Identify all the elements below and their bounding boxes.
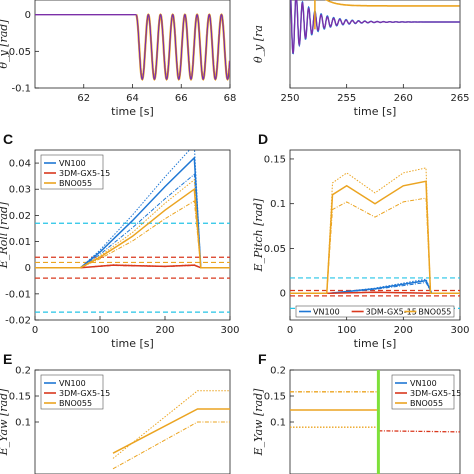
legend-entry: BNO055: [410, 399, 443, 408]
x-tick-label: 64: [126, 93, 139, 104]
x-axis-label: time [s]: [354, 105, 397, 118]
y-tick-label: 0.03: [9, 185, 31, 196]
panel-letter: D: [258, 131, 268, 147]
y-axis-label: E_Pitch [rad]: [252, 198, 265, 273]
axes-frame: [289, 0, 461, 89]
series-line-bno: [290, 180, 460, 294]
x-tick-label: 300: [450, 325, 469, 336]
x-tick-label: 200: [394, 325, 413, 336]
y-axis-label: E_Roll [rad]: [0, 201, 10, 269]
y-tick-label: 0.2: [15, 366, 31, 377]
y-tick-label: 0.1: [15, 418, 31, 429]
panel-D: 0 0.05 0.1 0.15 0 100 200 300 time [s] E_Pitch [r…: [252, 131, 470, 350]
plot-area: [290, 0, 460, 55]
series-line-bno: [112, 390, 230, 459]
x-tick-label: 0: [32, 325, 38, 336]
legend-entry: 3DM-GX5-15: [410, 389, 461, 398]
legend-entry: BNO055: [59, 399, 92, 408]
plot-area: [35, 150, 230, 313]
panel-letter: F: [258, 351, 267, 367]
y-tick-label: 0.05: [264, 244, 286, 255]
series-line-bno: [112, 421, 230, 470]
x-tick-label: 255: [337, 93, 356, 104]
y-tick-label: 0.2: [270, 366, 286, 377]
series-line-bno: [325, 0, 460, 7]
y-tick-label: -0.1: [11, 84, 31, 95]
series-line-bno: [112, 408, 230, 454]
x-tick-label: 265: [450, 93, 469, 104]
x-axis-label: time [s]: [111, 337, 154, 350]
x-tick-label: 250: [280, 93, 299, 104]
plot-area: [290, 167, 460, 309]
legend-entry: BNO055: [59, 179, 92, 188]
x-tick-label: 200: [155, 325, 174, 336]
series-line-purple: [290, 0, 460, 54]
x-tick-label: 0: [287, 325, 293, 336]
series-line-purple-osc: [135, 13, 230, 81]
axes-frame: [34, 149, 231, 321]
y-tick-label: -0.01: [5, 289, 31, 300]
plot-area: [112, 390, 230, 470]
panel-F: 0.1 0.15 0.2 E_Yaw [rad] F VN1003DM-GX5-15BNO…: [252, 351, 461, 474]
y-tick-label: 0.15: [264, 154, 286, 165]
legend-entry: 3DM-GX5-15: [59, 169, 110, 178]
legend-entry: VN100: [410, 379, 437, 388]
x-tick-label: 300: [220, 325, 239, 336]
legend-entry: VN100: [313, 308, 340, 317]
y-tick-label: 0.15: [9, 392, 31, 403]
panel-E: 0.1 0.15 0.2 E_Yaw [rad] E VN1003DM-GX5-15BNO…: [0, 351, 231, 474]
legend-entry: 3DM-GX5-15: [59, 389, 110, 398]
plot-area: [290, 370, 460, 474]
x-tick-label: 62: [77, 93, 90, 104]
legend-entry: VN100: [59, 379, 86, 388]
legend-entry: 3DM-GX5-15: [366, 308, 417, 317]
plot-area: [35, 13, 230, 82]
x-axis-label: time [s]: [354, 337, 397, 350]
series-line-gx5: [378, 430, 460, 433]
series-line-dashdot: [290, 281, 460, 294]
x-tick-label: 68: [224, 93, 237, 104]
y-tick-label: 0: [280, 289, 286, 300]
series-line-dotted: [290, 278, 460, 294]
axes-frame: [289, 149, 461, 321]
x-tick-label: 66: [175, 93, 188, 104]
y-axis-label: θ_y [ra: [252, 25, 265, 63]
panel-letter: C: [3, 131, 13, 147]
panel-C: -0.02 -0.01 0 0.01 0.02 0.03 0.04 0 100 200 300 tim…: [0, 131, 240, 350]
y-axis-label: θ_y [rad]: [0, 19, 10, 69]
legend-box: [295, 305, 455, 318]
legend-entry: VN100: [59, 159, 86, 168]
y-tick-label: -0.05: [5, 47, 31, 58]
series-line-dashdot: [35, 200, 230, 269]
x-axis-label: time [s]: [111, 105, 154, 118]
y-tick-label: 0.01: [9, 237, 31, 248]
panel-B-partial: 250 255 260 265 time [s] θ_y [ra: [252, 0, 470, 118]
series-line-vn100: [290, 279, 460, 294]
y-tick-label: 0: [25, 10, 31, 21]
y-tick-label: 0: [25, 263, 31, 274]
panel-letter: E: [3, 351, 12, 367]
y-axis-label: E_Yaw [rad]: [252, 388, 265, 457]
y-tick-label: 0.1: [270, 418, 286, 429]
y-tick-label: 0.15: [264, 392, 286, 403]
x-tick-label: 100: [337, 325, 356, 336]
y-tick-label: 0.1: [270, 199, 286, 210]
series-line-dashdot: [290, 197, 460, 294]
y-axis-label: E_Yaw [rad]: [0, 388, 10, 457]
x-tick-label: 260: [394, 93, 413, 104]
legend-entry: BNO055: [418, 308, 451, 317]
y-tick-label: 0.02: [9, 211, 31, 222]
y-tick-label: -0.02: [5, 316, 31, 327]
series-line-dotted: [290, 167, 460, 294]
x-tick-label: 100: [90, 325, 109, 336]
y-tick-label: 0.04: [9, 159, 31, 170]
panel-A-partial: 0 -0.05 -0.1 62 64 66 68 time [s] θ_y [rad]: [0, 0, 236, 118]
